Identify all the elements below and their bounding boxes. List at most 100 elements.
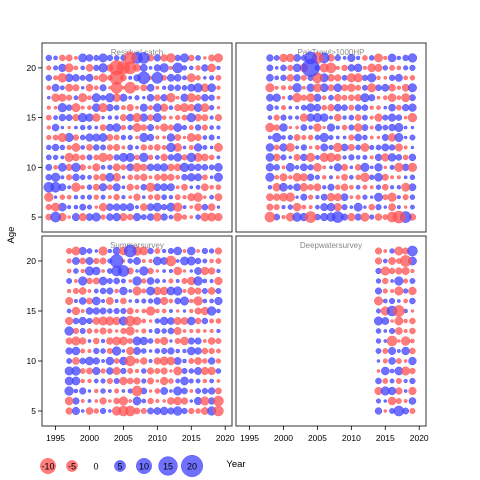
bubble-point: [80, 124, 86, 131]
bubble-point: [308, 125, 313, 130]
bubble-point: [175, 278, 180, 284]
bubble-point: [152, 202, 162, 212]
bubble-point: [146, 83, 155, 92]
bubble-point: [300, 104, 307, 111]
bubble-point: [134, 368, 140, 374]
bubble-point: [162, 85, 167, 90]
bubble-point: [273, 193, 281, 201]
bubble-point: [389, 297, 396, 305]
bubble-point: [105, 172, 115, 182]
bubble-point: [334, 74, 342, 82]
bubble-point: [148, 358, 153, 364]
bubble-point: [403, 135, 408, 140]
bubble-point: [367, 73, 377, 83]
bubble-point: [402, 194, 409, 201]
bubble-point: [194, 357, 202, 365]
bubble-point: [313, 103, 322, 112]
bubble-point: [126, 183, 134, 191]
bubble-point: [401, 266, 410, 276]
bubble-point: [403, 75, 408, 81]
bubble-point: [57, 73, 68, 83]
bubble-point: [167, 327, 175, 335]
bubble-point: [195, 184, 201, 190]
bubble-point: [93, 154, 100, 161]
bubble-point: [264, 211, 276, 223]
bubble-point: [375, 278, 382, 284]
bubble-point: [306, 93, 315, 103]
bubble-point: [51, 83, 60, 92]
bubble-point: [126, 213, 134, 221]
bubble-point: [167, 84, 175, 92]
bubble-point: [107, 389, 112, 393]
bubble-point: [207, 83, 216, 93]
bubble-point: [160, 336, 169, 346]
bubble-point: [362, 194, 368, 200]
bubble-point: [175, 378, 181, 384]
bubble-point: [66, 247, 73, 255]
bubble-point: [64, 63, 74, 73]
bubble-point: [107, 195, 112, 200]
bubble-point: [207, 63, 216, 73]
bubble-point: [209, 378, 214, 384]
bubble-point: [272, 132, 282, 143]
bubble-point: [300, 94, 307, 101]
bubble-point: [139, 266, 149, 276]
bubble-point: [403, 389, 408, 393]
bubble-point: [207, 337, 216, 345]
bubble-point: [135, 135, 139, 140]
bubble-point: [395, 398, 402, 404]
bubble-point: [79, 203, 87, 211]
bubble-point: [167, 173, 175, 181]
bubble-point: [85, 407, 94, 415]
bubble-point: [67, 215, 71, 219]
bubble-point: [389, 64, 396, 71]
bubble-point: [383, 409, 388, 413]
bubble-point: [148, 66, 153, 70]
bubble-point: [121, 185, 126, 190]
bubble-point: [394, 123, 404, 133]
bubble-point: [45, 114, 52, 121]
bubble-point: [355, 55, 361, 61]
bubble-point: [383, 55, 388, 61]
bubble-point: [389, 185, 395, 190]
bubble-point: [113, 378, 120, 384]
bubble-point: [335, 175, 340, 180]
bubble-point: [201, 203, 209, 211]
bubble-point: [313, 123, 322, 132]
bubble-point: [161, 194, 167, 201]
bubble-point: [72, 397, 80, 405]
bubble-point: [66, 288, 72, 294]
bubble-point: [355, 184, 361, 190]
bubble-point: [281, 214, 286, 220]
bubble-point: [79, 357, 87, 365]
bubble-point: [172, 62, 184, 74]
bubble-point: [390, 279, 394, 283]
bubble-point: [114, 299, 119, 303]
bubble-point: [342, 56, 347, 60]
bubble-point: [274, 174, 280, 180]
bubble-point: [147, 194, 154, 200]
panel-title: PairTrawl>1000HP: [297, 48, 364, 57]
bubble-point: [73, 388, 79, 394]
bubble-point: [214, 193, 223, 202]
bubble-point: [193, 83, 203, 93]
bubble-point: [195, 328, 201, 334]
bubble-point: [213, 172, 223, 182]
bubble-point: [186, 73, 196, 83]
bubble-point: [195, 408, 201, 414]
bubble-point: [113, 307, 120, 315]
bubble-point: [408, 397, 417, 405]
bubble-point: [147, 338, 154, 344]
bubble-point: [314, 144, 321, 151]
bubble-point: [112, 212, 121, 222]
bubble-point: [159, 316, 169, 326]
bubble-point: [267, 115, 273, 120]
bubble-point: [112, 203, 121, 211]
bubble-point: [213, 53, 223, 63]
bubble-point: [127, 368, 134, 374]
bubble-point: [280, 85, 287, 91]
bubble-point: [173, 406, 183, 416]
bubble-point: [374, 407, 383, 415]
legend-bubble: [136, 458, 152, 474]
bubble-point: [374, 192, 383, 202]
